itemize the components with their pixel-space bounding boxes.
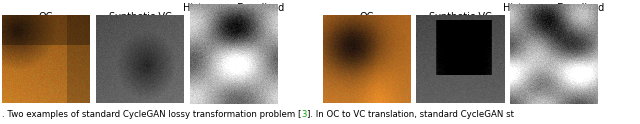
Text: OC: OC <box>39 12 53 22</box>
Text: Synthetic VC: Synthetic VC <box>109 12 172 22</box>
Text: Synthetic VC: Synthetic VC <box>429 12 492 22</box>
Text: Output: Output <box>537 12 571 22</box>
Text: ]. In OC to VC translation, standard CycleGAN st: ]. In OC to VC translation, standard Cyc… <box>307 110 514 119</box>
Text: Histogram-Equalized: Histogram-Equalized <box>184 3 285 13</box>
Text: OC: OC <box>360 12 374 22</box>
Text: Output: Output <box>217 12 251 22</box>
Text: Histogram-Equalized: Histogram-Equalized <box>504 3 605 13</box>
Text: . Two examples of standard CycleGAN lossy transformation problem [: . Two examples of standard CycleGAN loss… <box>2 110 301 119</box>
Text: 3: 3 <box>301 110 307 119</box>
